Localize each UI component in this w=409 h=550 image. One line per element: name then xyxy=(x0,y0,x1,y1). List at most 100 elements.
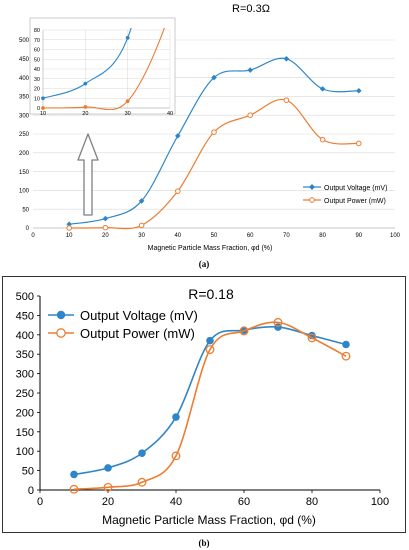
b-y-tick-label: 500 xyxy=(16,291,34,303)
voltage-point xyxy=(211,74,217,81)
inset-x-tick-label: 20 xyxy=(82,111,88,117)
legend-power-marker-b xyxy=(56,328,66,338)
b-power-point xyxy=(307,333,317,343)
legend-power-label-b: Output Power (mW) xyxy=(80,326,195,341)
inset-power-point xyxy=(41,106,45,110)
b-y-tick-label: 200 xyxy=(16,407,34,419)
inset-y-tick-label: 70 xyxy=(34,38,40,44)
inset-background xyxy=(29,17,176,115)
b-x-tick-label: 40 xyxy=(170,496,182,508)
b-voltage-point xyxy=(172,413,180,421)
b-power-point xyxy=(137,477,147,487)
inset-y-tick-label: 50 xyxy=(34,57,40,63)
b-x-tick-label: 80 xyxy=(306,496,318,508)
b-y-tick-label: 50 xyxy=(22,466,34,478)
b-power-point xyxy=(341,351,351,361)
chart-a-legend: Output Voltage (mV) Output Power (mW) xyxy=(303,184,387,205)
b-x-tick-label: 100 xyxy=(371,496,389,508)
inset-series xyxy=(41,28,165,110)
b-voltage-point xyxy=(342,340,350,349)
b-y-tick-label: 100 xyxy=(16,446,34,458)
inset-y-tick-label: 40 xyxy=(34,67,40,73)
inset-voltage-point xyxy=(125,35,130,40)
b-y-tick-label: 0 xyxy=(28,485,34,497)
inset-voltage-point xyxy=(83,81,88,86)
chart-b-x-tick-labels: 0 20 40 60 80 100 xyxy=(37,496,389,508)
power-point xyxy=(211,129,217,135)
b-y-tick-label: 150 xyxy=(16,427,34,439)
x-tick-label: 30 xyxy=(138,233,145,239)
b-y-tick-label: 300 xyxy=(16,369,34,381)
power-point xyxy=(319,136,326,143)
y-tick-label: 450 xyxy=(19,57,30,63)
b-voltage-point xyxy=(138,449,146,457)
b-power-point xyxy=(69,484,79,494)
inset-power-point xyxy=(83,105,88,109)
b-power-point xyxy=(239,326,249,336)
voltage-point xyxy=(319,86,326,92)
inset-y-tick-label: 0 xyxy=(37,106,40,112)
inset-power-point xyxy=(125,99,130,104)
power-point xyxy=(66,225,72,231)
panel-label-b: (b) xyxy=(199,538,210,548)
chart-b-series xyxy=(69,317,351,494)
inset-x-tick-label: 40 xyxy=(167,111,173,117)
x-tick-label: 0 xyxy=(31,233,35,239)
panel-label-a: (a) xyxy=(199,259,210,269)
inset-voltage-line xyxy=(43,28,132,99)
b-x-tick-label: 0 xyxy=(37,496,43,508)
b-voltage-point xyxy=(104,464,112,472)
b-power-point xyxy=(273,317,283,327)
y-tick-label: 150 xyxy=(19,170,30,176)
b-x-tick-label: 20 xyxy=(102,496,114,508)
chart-a-x-axis-title: Magnetic Particle Mass Fraction, φd (%) xyxy=(148,245,273,252)
power-point xyxy=(138,222,145,229)
inset-voltage-point xyxy=(41,96,45,101)
voltage-point xyxy=(102,215,109,222)
chart-a-y-tick-labels: 0 50 100 150 200 250 300 350 400 450 500 xyxy=(19,38,30,232)
x-tick-label: 10 xyxy=(66,233,73,239)
legend-voltage-label-b: Output Voltage (mV) xyxy=(80,308,198,323)
legend-power-marker-a xyxy=(309,197,315,203)
chart-b-title: R=0.18 xyxy=(188,286,234,302)
inset-y-tick-label: 10 xyxy=(34,96,40,102)
voltage-point xyxy=(247,67,253,73)
x-tick-label: 40 xyxy=(174,233,181,239)
chart-b: R=0.18 0 50 100 150 200 250 300 350 400 450 500 0 2… xyxy=(2,276,406,533)
b-power-point xyxy=(205,345,215,354)
chart-a-series xyxy=(66,56,362,231)
inset-y-tick-labels: 0 10 20 30 40 50 60 70 80 xyxy=(34,28,40,112)
b-x-tick-label: 60 xyxy=(238,496,250,508)
inset-x-tick-label: 30 xyxy=(125,111,131,117)
y-tick-label: 300 xyxy=(19,113,30,119)
y-tick-label: 350 xyxy=(19,95,30,101)
chart-b-axes xyxy=(37,295,381,493)
inset-y-tick-label: 30 xyxy=(34,77,40,83)
y-tick-label: 250 xyxy=(19,132,30,138)
chart-b-legend: Output Voltage (mV) Output Power (mW) xyxy=(48,308,198,341)
voltage-point xyxy=(138,198,145,204)
x-tick-label: 60 xyxy=(247,233,254,239)
y-tick-label: 200 xyxy=(19,151,30,157)
power-point xyxy=(247,112,253,118)
inset-x-tick-label: 10 xyxy=(40,111,46,117)
chart-a-x-tick-labels: 0 10 20 30 40 50 60 70 80 90 100 xyxy=(31,233,400,239)
b-y-tick-label: 350 xyxy=(16,349,34,361)
power-point xyxy=(356,140,362,147)
inset-gridlines xyxy=(42,29,171,109)
legend-power-label-a: Output Power (mW) xyxy=(324,198,386,205)
x-tick-label: 100 xyxy=(390,233,401,239)
legend-voltage-label-a: Output Voltage (mV) xyxy=(324,185,387,192)
b-power-point xyxy=(103,482,113,492)
x-tick-label: 50 xyxy=(211,233,218,239)
b-y-tick-label: 400 xyxy=(16,330,34,342)
b-y-tick-label: 250 xyxy=(16,388,34,400)
chart-a-title: R=0.3Ω xyxy=(232,3,270,15)
inset-x-tick-labels: 10 20 30 40 xyxy=(40,111,173,117)
legend-voltage-marker-a xyxy=(309,184,315,190)
voltage-point xyxy=(283,56,290,62)
x-tick-label: 70 xyxy=(283,233,290,239)
power-point xyxy=(175,188,181,194)
